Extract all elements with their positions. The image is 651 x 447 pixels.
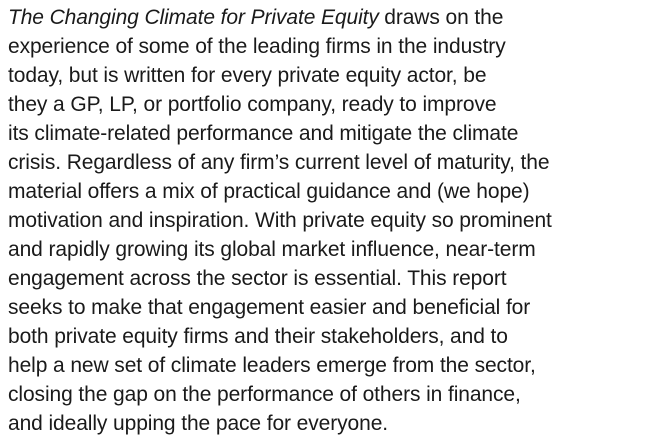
text-line: both private equity firms and their stak… bbox=[8, 325, 508, 348]
text-line: its climate-related performance and miti… bbox=[8, 122, 519, 145]
paragraph: The Changing Climate for Private Equity d… bbox=[8, 3, 651, 435]
text-line: seeks to make that engagement easier and… bbox=[8, 296, 531, 319]
text-line: closing the gap on the performance of ot… bbox=[8, 383, 521, 406]
text-line: engagement across the sector is essentia… bbox=[8, 267, 507, 290]
text-line: help a new set of climate leaders emerge… bbox=[8, 354, 536, 377]
report-title: The Changing Climate for Private Equity bbox=[8, 6, 379, 29]
text-line: motivation and inspiration. With private… bbox=[8, 209, 552, 232]
text-line: crisis. Regardless of any firm’s current… bbox=[8, 151, 550, 174]
text-line: and ideally upping the pace for everyone… bbox=[8, 412, 389, 435]
text-line: The Changing Climate for Private Equity d… bbox=[8, 3, 651, 32]
text-line: material offers a mix of practical guida… bbox=[8, 180, 530, 203]
text-line: today, but is written for every private … bbox=[8, 64, 487, 87]
text-line: they a GP, LP, or portfolio company, rea… bbox=[8, 93, 497, 116]
text: draws on the bbox=[384, 6, 504, 29]
text-line: and rapidly growing its global market in… bbox=[8, 238, 536, 261]
text-line: experience of some of the leading firms … bbox=[8, 35, 506, 58]
